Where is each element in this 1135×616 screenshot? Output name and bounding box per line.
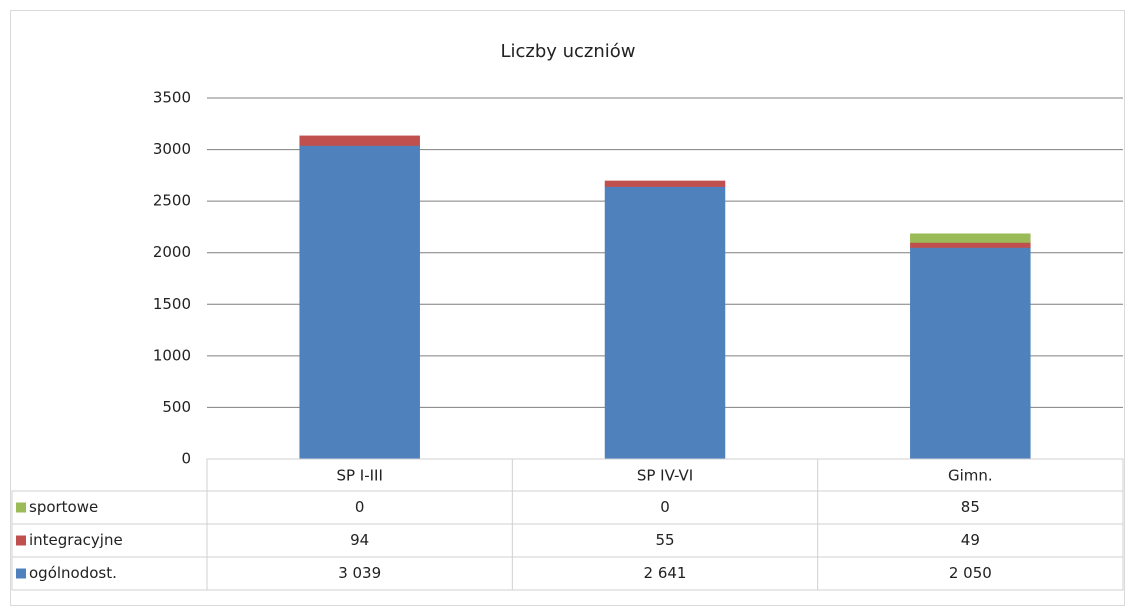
legend-key xyxy=(16,568,26,579)
bar-segment xyxy=(910,233,1031,243)
x-tick-label: Gimn. xyxy=(948,467,993,485)
table-value: 2 050 xyxy=(949,564,992,582)
table-value: 0 xyxy=(355,498,365,516)
bar-segment xyxy=(604,186,726,460)
x-tick-label: SP I-III xyxy=(336,467,382,485)
table-row-border xyxy=(11,556,1124,591)
y-tick-label: 1000 xyxy=(153,346,191,364)
table-value: 2 641 xyxy=(644,564,687,582)
x-tick-label: SP IV-VI xyxy=(637,467,693,485)
bar-segment xyxy=(910,242,1031,248)
chart-title: Liczby uczniów xyxy=(500,41,635,62)
table-value: 0 xyxy=(660,498,670,516)
y-tick-label: 3000 xyxy=(153,140,191,158)
bar-segment xyxy=(299,135,420,146)
bar-segment xyxy=(299,145,420,460)
y-tick-label: 500 xyxy=(162,398,191,416)
bar-segment xyxy=(604,180,726,187)
table-value: 49 xyxy=(961,531,980,549)
legend-key xyxy=(16,535,26,546)
table-value: 85 xyxy=(961,498,980,516)
y-tick-label: 0 xyxy=(181,450,191,468)
bar-segment xyxy=(910,247,1031,460)
y-tick-label: 2500 xyxy=(153,192,191,210)
table-value: 55 xyxy=(655,531,674,549)
legend-label: ogólnodost. xyxy=(29,564,117,582)
table-value: 94 xyxy=(350,531,369,549)
legend-label: integracyjne xyxy=(29,531,123,549)
y-tick-label: 2000 xyxy=(153,243,191,261)
legend-label: sportowe xyxy=(29,498,98,516)
table-value: 3 039 xyxy=(338,564,381,582)
legend-key xyxy=(16,502,26,513)
y-tick-label: 3500 xyxy=(153,89,191,107)
y-tick-label: 1500 xyxy=(153,295,191,313)
